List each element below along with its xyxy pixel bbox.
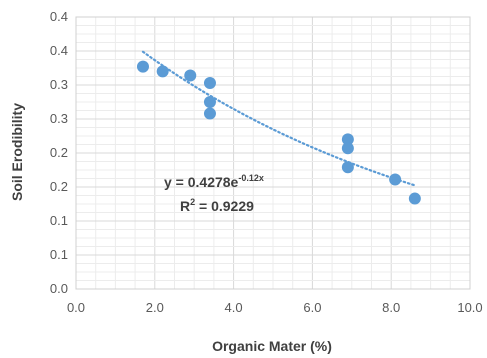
exponential-trendline	[141, 50, 416, 187]
r2-superscript: 2	[190, 197, 195, 207]
x-tick-labels: 0.0 2.0 4.0 6.0 8.0 10.0	[67, 300, 483, 315]
y-tick-label: 0.3	[50, 77, 68, 92]
grid	[75, 16, 471, 290]
y-tick-label: 0.1	[50, 247, 68, 262]
y-tick-label: 0.2	[50, 179, 68, 194]
data-point	[184, 69, 197, 82]
x-tick-label: 10.0	[457, 300, 482, 315]
y-tick-label: 0.2	[50, 145, 68, 160]
plot-border	[75, 16, 471, 290]
data-point	[389, 173, 402, 186]
data-point	[408, 192, 421, 205]
x-tick-label: 0.0	[67, 300, 85, 315]
data-point	[203, 96, 216, 108]
r2-value: = 0.9229	[195, 198, 254, 214]
x-tick-label: 6.0	[303, 300, 321, 315]
data-point	[156, 65, 169, 78]
y-axis-title: Soil Erodibility	[9, 103, 25, 201]
data-point	[341, 161, 354, 174]
y-tick-label: 0.3	[50, 111, 68, 126]
r2-base: R	[180, 198, 190, 214]
x-tick-label: 2.0	[146, 300, 164, 315]
y-tick-label: 0.1	[50, 213, 68, 228]
x-tick-label: 4.0	[225, 300, 243, 315]
points-group	[136, 60, 421, 205]
equation-exponent: -0.12x	[238, 173, 264, 183]
data-point	[341, 142, 354, 155]
data-point	[341, 133, 354, 146]
data-point	[203, 107, 216, 120]
trendline-equation: y = 0.4278e-0.12x	[164, 173, 264, 190]
y-tick-label: 0.4	[50, 9, 68, 24]
r-squared-label: R2 = 0.9229	[180, 197, 254, 214]
x-tick-label: 8.0	[382, 300, 400, 315]
data-point	[203, 76, 216, 89]
y-tick-label: 0.0	[50, 281, 68, 296]
x-axis-title: Organic Mater (%)	[212, 338, 332, 354]
trendline-group	[141, 50, 416, 187]
y-tick-label: 0.4	[50, 43, 68, 58]
y-tick-labels: 0.0 0.1 0.1 0.2 0.2 0.3 0.3 0.4 0.4	[50, 9, 68, 296]
equation-base: y = 0.4278e	[164, 174, 239, 190]
data-point	[136, 60, 149, 73]
